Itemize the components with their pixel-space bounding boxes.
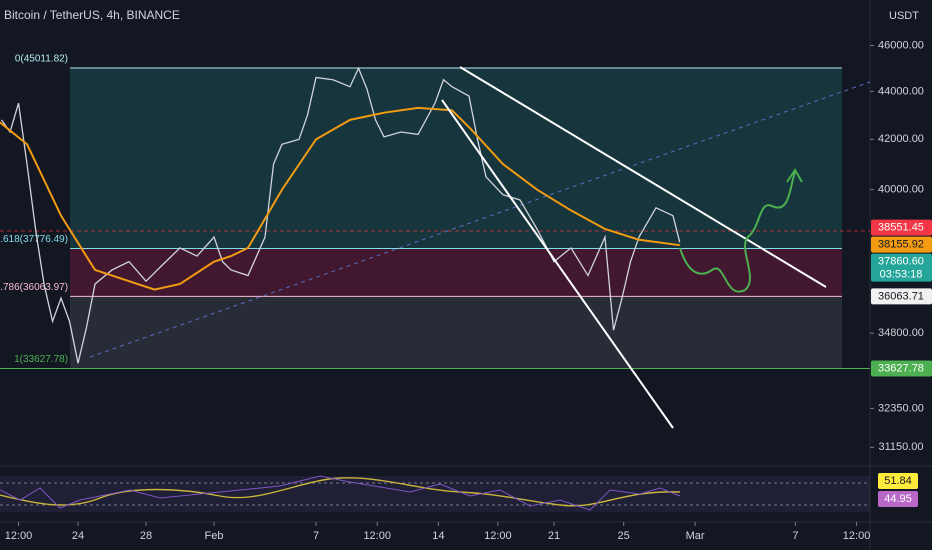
price-line — [0, 106, 680, 291]
trend-line — [441, 99, 674, 429]
y-tick-label: 31150.00 — [878, 441, 923, 453]
fib-label: 1(33627.78) — [14, 354, 68, 365]
x-tick-label: 12:00 — [484, 530, 512, 542]
x-tick-label: 12:00 — [843, 530, 871, 542]
rsi-ma — [0, 477, 681, 507]
fib-label: 0.618(37776.49) — [0, 234, 68, 245]
price-line — [0, 66, 681, 364]
trend-line — [459, 66, 827, 288]
x-tick-label: 21 — [548, 530, 560, 542]
fib-zone — [70, 248, 842, 297]
price-tag — [871, 219, 932, 236]
price-tag — [871, 253, 932, 282]
x-tick-label: 7 — [792, 530, 798, 542]
countdown: 03:53:18 — [880, 269, 923, 281]
fib-label: 0(45011.82) — [15, 54, 68, 65]
rsi-tag — [878, 491, 918, 507]
rsi-line — [0, 475, 681, 511]
x-tick-label: 14 — [432, 530, 444, 542]
x-tick-label: 7 — [313, 530, 319, 542]
x-tick-label: 28 — [140, 530, 152, 542]
x-tick-label: 12:00 — [5, 530, 33, 542]
y-tick-label: 42000.00 — [878, 133, 924, 145]
rsi-tag-label: 51.84 — [884, 475, 912, 487]
price-tag-label: 38155.92 — [878, 239, 924, 251]
arrow-head — [786, 168, 803, 183]
price-tag — [871, 360, 932, 377]
fib-zone — [70, 67, 842, 249]
price-tag-label: 37860.60 — [878, 256, 924, 268]
price-tag-label: 36063.71 — [878, 290, 924, 302]
price-tag — [871, 288, 932, 305]
y-tick-label: 34800.00 — [878, 327, 924, 339]
x-tick-label: 24 — [72, 530, 84, 542]
rsi-tag — [878, 473, 918, 489]
fib-zone — [70, 296, 842, 369]
price-tag — [871, 236, 932, 253]
x-tick-label: 12:00 — [363, 530, 391, 542]
chart-title: Bitcoin / TetherUS, 4h, BINANCE — [4, 8, 180, 22]
unit-label: USDT — [889, 10, 919, 22]
y-tick-label: 32350.00 — [878, 402, 924, 414]
y-tick-label: 40000.00 — [878, 184, 924, 196]
price-tag-label: 33627.78 — [878, 362, 924, 374]
x-tick-label: 25 — [618, 530, 630, 542]
y-tick-label: 44000.00 — [878, 85, 924, 97]
rsi-tag-label: 44.95 — [884, 493, 912, 505]
x-tick-label: Mar — [686, 530, 705, 542]
x-tick-label: Feb — [205, 530, 224, 542]
fib-label: 0.786(36063.97) — [0, 282, 68, 293]
y-tick-label: 46000.00 — [878, 39, 924, 51]
projection — [679, 171, 796, 293]
price-tag-label: 38551.45 — [878, 222, 924, 234]
rsi-band — [0, 476, 870, 512]
trend-line — [89, 81, 871, 358]
